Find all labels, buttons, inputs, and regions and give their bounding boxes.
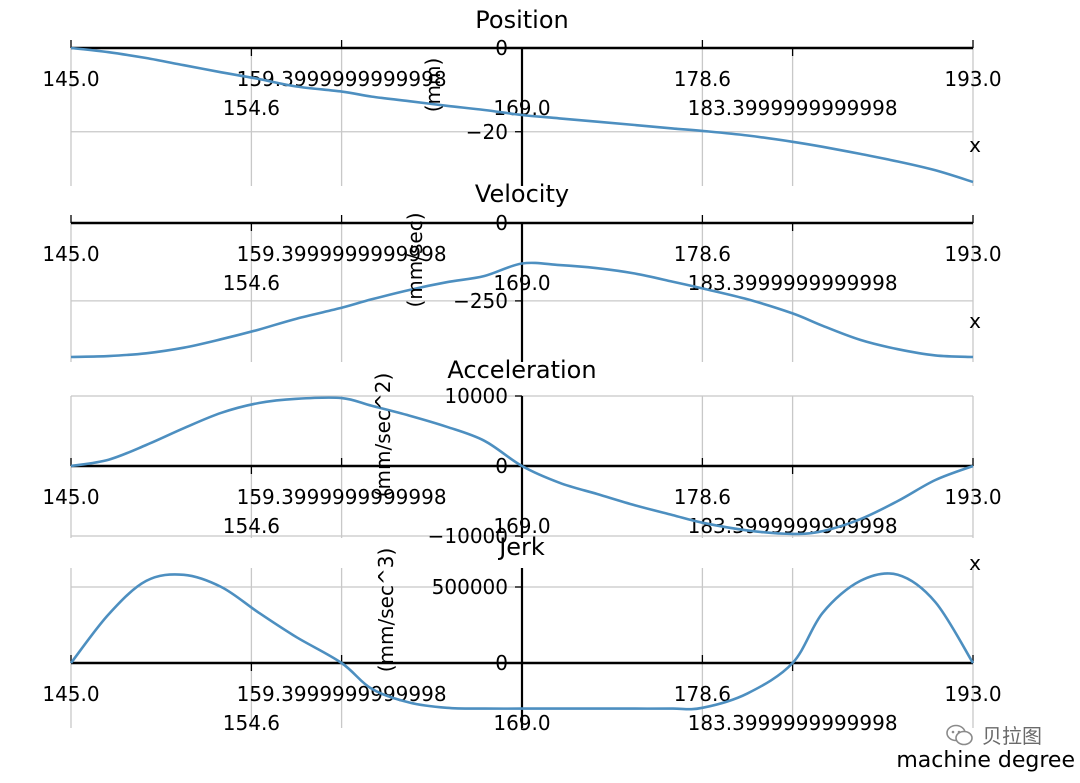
x-tick-label: 159.3999999999998 [237,242,447,266]
x-tick-label: 159.3999999999998 [237,682,447,706]
y-tick-label: 0 [495,36,508,60]
x-tick-label: 169.0 [493,514,550,538]
x-tick-label: 169.0 [493,711,550,735]
x-tick-label: 154.6 [223,514,280,538]
x-tick-label: 183.3999999999998 [688,711,898,735]
x-tick-label: 193.0 [944,67,1001,91]
x-axis-letter: x [969,133,981,157]
series-line-position [70,46,974,184]
y-tick-label: 0 [495,454,508,478]
wechat-logo-icon [946,723,974,747]
series-line-velocity [70,261,974,359]
y-tick-label: 10000 [444,384,508,408]
y-tick-label: −20 [466,120,508,144]
y-axis-label: (mm) [421,58,445,113]
x-axis-letter: x [969,551,981,575]
series-line-acceleration [70,396,974,536]
y-tick-label: 0 [495,211,508,235]
x-tick-label: 145.0 [42,242,99,266]
panel-title: Position [475,6,568,34]
x-tick-label: 159.3999999999998 [237,67,447,91]
y-tick-label: 500000 [432,575,508,599]
x-tick-label: 154.6 [223,96,280,120]
x-tick-label: 154.6 [223,711,280,735]
x-tick-label: 145.0 [42,485,99,509]
x-tick-label: 178.6 [674,242,731,266]
panel-title: Jerk [497,533,545,561]
x-tick-label: 154.6 [223,271,280,295]
x-tick-label: 169.0 [493,271,550,295]
x-tick-label: 193.0 [944,682,1001,706]
x-tick-label: 178.6 [674,485,731,509]
y-tick-label: 0 [495,651,508,675]
x-axis-label: machine degree [896,748,1075,773]
y-tick-label: −10000 [428,524,508,548]
x-tick-label: 159.3999999999998 [237,485,447,509]
panel-title: Velocity [475,180,569,208]
x-tick-label: 183.3999999999998 [688,271,898,295]
x-tick-label: 145.0 [42,682,99,706]
x-tick-label: 178.6 [674,67,731,91]
panel-title: Acceleration [447,356,596,384]
x-axis-letter: x [969,309,981,333]
watermark-text: 贝拉图 [982,724,1042,748]
y-tick-label: −250 [453,289,508,313]
y-axis-label: (mm/sec^2) [371,373,395,498]
x-tick-label: 193.0 [944,242,1001,266]
series-line-jerk [69,572,975,711]
x-tick-label: 145.0 [42,67,99,91]
y-axis-label: (mm/sec^3) [374,548,398,673]
x-tick-label: 193.0 [944,485,1001,509]
y-axis-label: (mm/sec) [403,212,427,307]
watermark: 贝拉图 [946,720,1042,749]
x-tick-label: 183.3999999999998 [688,96,898,120]
